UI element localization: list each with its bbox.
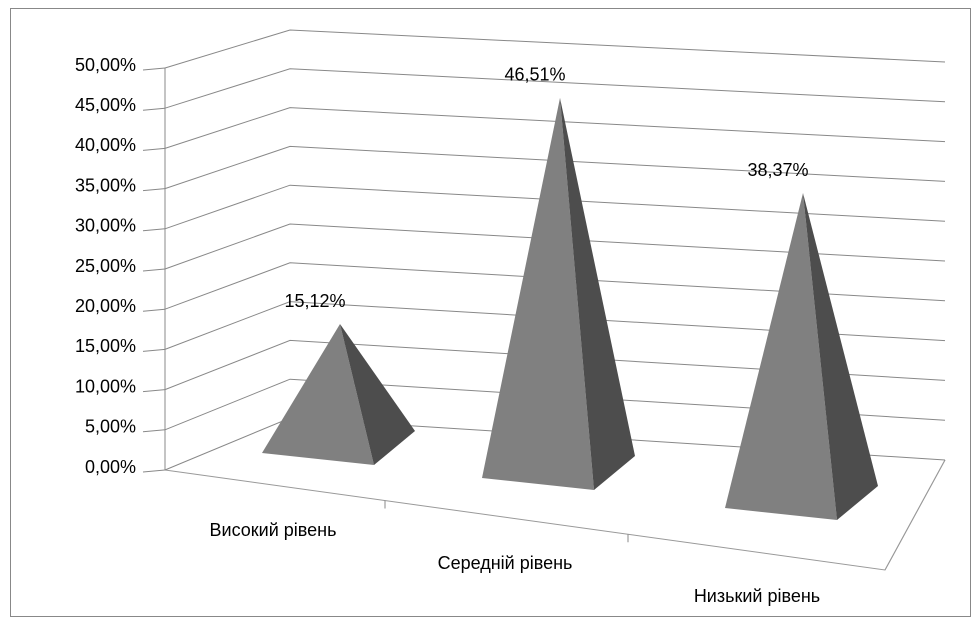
y-tick-label: 5,00% [85,417,136,437]
grid-line [164,223,946,270]
y-tick-label: 35,00% [75,175,136,195]
tick-mark [142,348,166,352]
tick-mark [142,268,166,272]
pyramid-side [340,324,415,465]
tick-mark [142,429,166,433]
grid-line [164,184,946,230]
y-tick-label: 15,00% [75,336,136,356]
grid-line [164,262,946,310]
grid-line [164,145,946,190]
pyramid-front [725,193,837,521]
y-tick-label: 50,00% [75,55,136,75]
tick-mark [142,107,166,111]
y-tick-label: 25,00% [75,256,136,276]
y-tick-label: 20,00% [75,296,136,316]
grid-line [164,29,946,69]
value-label: 46,51% [504,65,565,85]
pyramid-front [262,324,374,465]
grid-line [164,339,946,391]
value-label: 15,12% [284,291,345,311]
tick-mark [142,188,166,192]
grid-line [164,301,946,350]
pyramid-front [482,97,594,491]
grid-line [164,378,946,431]
x-tick-label: Низький рівень [694,586,820,606]
value-label: 38,37% [747,160,808,180]
x-tick-label: Високий рівень [210,520,337,540]
tick-mark [142,228,166,232]
tick-mark [142,147,166,151]
x-tick-label: Середній рівень [438,553,573,573]
y-tick-label: 10,00% [75,376,136,396]
y-tick-label: 0,00% [85,457,136,477]
tick-mark [142,389,166,393]
tick-mark [142,67,166,71]
grid-line [164,68,946,109]
y-tick-label: 45,00% [75,95,136,115]
tick-mark [142,308,166,312]
y-tick-label: 30,00% [75,216,136,236]
pyramid-side [803,193,878,521]
y-tick-label: 40,00% [75,135,136,155]
right-edge [884,459,946,571]
pyramid-side [560,97,635,491]
tick-mark [142,469,166,473]
grid-line [164,107,946,149]
